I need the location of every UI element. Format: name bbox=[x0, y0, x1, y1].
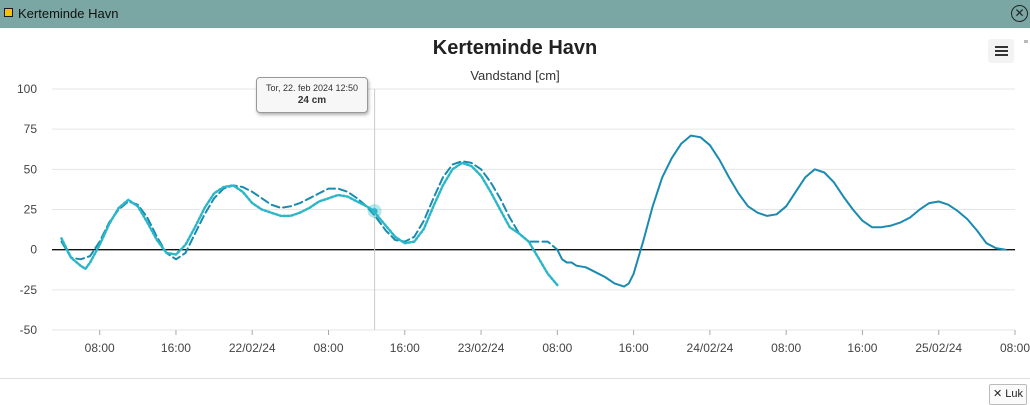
y-tick-label: 50 bbox=[24, 162, 38, 176]
hamburger-menu-icon bbox=[995, 46, 1008, 48]
series-line-dotted bbox=[60, 161, 559, 287]
x-tick-label: 24/02/24 bbox=[687, 341, 734, 355]
series-line-solid bbox=[556, 134, 1007, 288]
water-level-chart: -50 -25 0 25 50 75 100 08:00 16:00 22/02/24 08:00 1… bbox=[17, 82, 1030, 355]
chart-tooltip: Tor, 22. feb 2024 12:50 24 cm bbox=[256, 77, 368, 113]
tooltip-value: 24 cm bbox=[297, 95, 327, 106]
x-tick-label: 08:00 bbox=[313, 341, 343, 355]
chart-title: Kerteminde Havn bbox=[432, 37, 598, 59]
dialog-footer: ✕ Luk bbox=[0, 378, 1030, 405]
x-tick-label: 23/02/24 bbox=[458, 341, 505, 355]
y-tick-label: 25 bbox=[24, 203, 38, 217]
x-tick-label: 08:00 bbox=[85, 341, 115, 355]
chart-container: -50 -25 0 25 50 75 100 08:00 16:00 22/02/24 08:00 1… bbox=[0, 28, 1030, 378]
x-tick-label: 25/02/24 bbox=[915, 341, 962, 355]
y-tick-label: 75 bbox=[24, 122, 38, 136]
x-tick-label: 08:00 bbox=[1000, 341, 1030, 355]
x-tick-label: 16:00 bbox=[619, 341, 649, 355]
y-tick-label: 100 bbox=[17, 82, 37, 96]
window-app-icon bbox=[4, 8, 13, 17]
x-tick-label: 22/02/24 bbox=[229, 341, 276, 355]
tooltip-time: Tor, 22. feb 2024 12:50 bbox=[265, 83, 359, 93]
x-tick-label: 08:00 bbox=[771, 341, 801, 355]
window-title: Kerteminde Havn bbox=[18, 6, 119, 21]
y-tick-label: -25 bbox=[20, 283, 38, 297]
chart-menu-button[interactable] bbox=[988, 39, 1014, 63]
y-tick-label: 0 bbox=[30, 243, 37, 257]
x-tick-label: 16:00 bbox=[161, 341, 191, 355]
x-tick-label: 16:00 bbox=[847, 341, 877, 355]
y-tick-label: -50 bbox=[20, 323, 38, 337]
highlight-point bbox=[371, 208, 378, 215]
x-tick-label: 08:00 bbox=[542, 341, 572, 355]
x-tick-label: 16:00 bbox=[390, 341, 420, 355]
close-button[interactable]: ✕ Luk bbox=[989, 384, 1027, 405]
window-titlebar: Kerteminde Havn ✕ bbox=[0, 0, 1030, 28]
series-line-dashed bbox=[60, 160, 559, 261]
chart-subtitle: Vandstand [cm] bbox=[470, 68, 560, 83]
close-window-icon[interactable]: ✕ bbox=[1011, 5, 1028, 22]
scrollbar-arrow[interactable] bbox=[1024, 40, 1028, 43]
